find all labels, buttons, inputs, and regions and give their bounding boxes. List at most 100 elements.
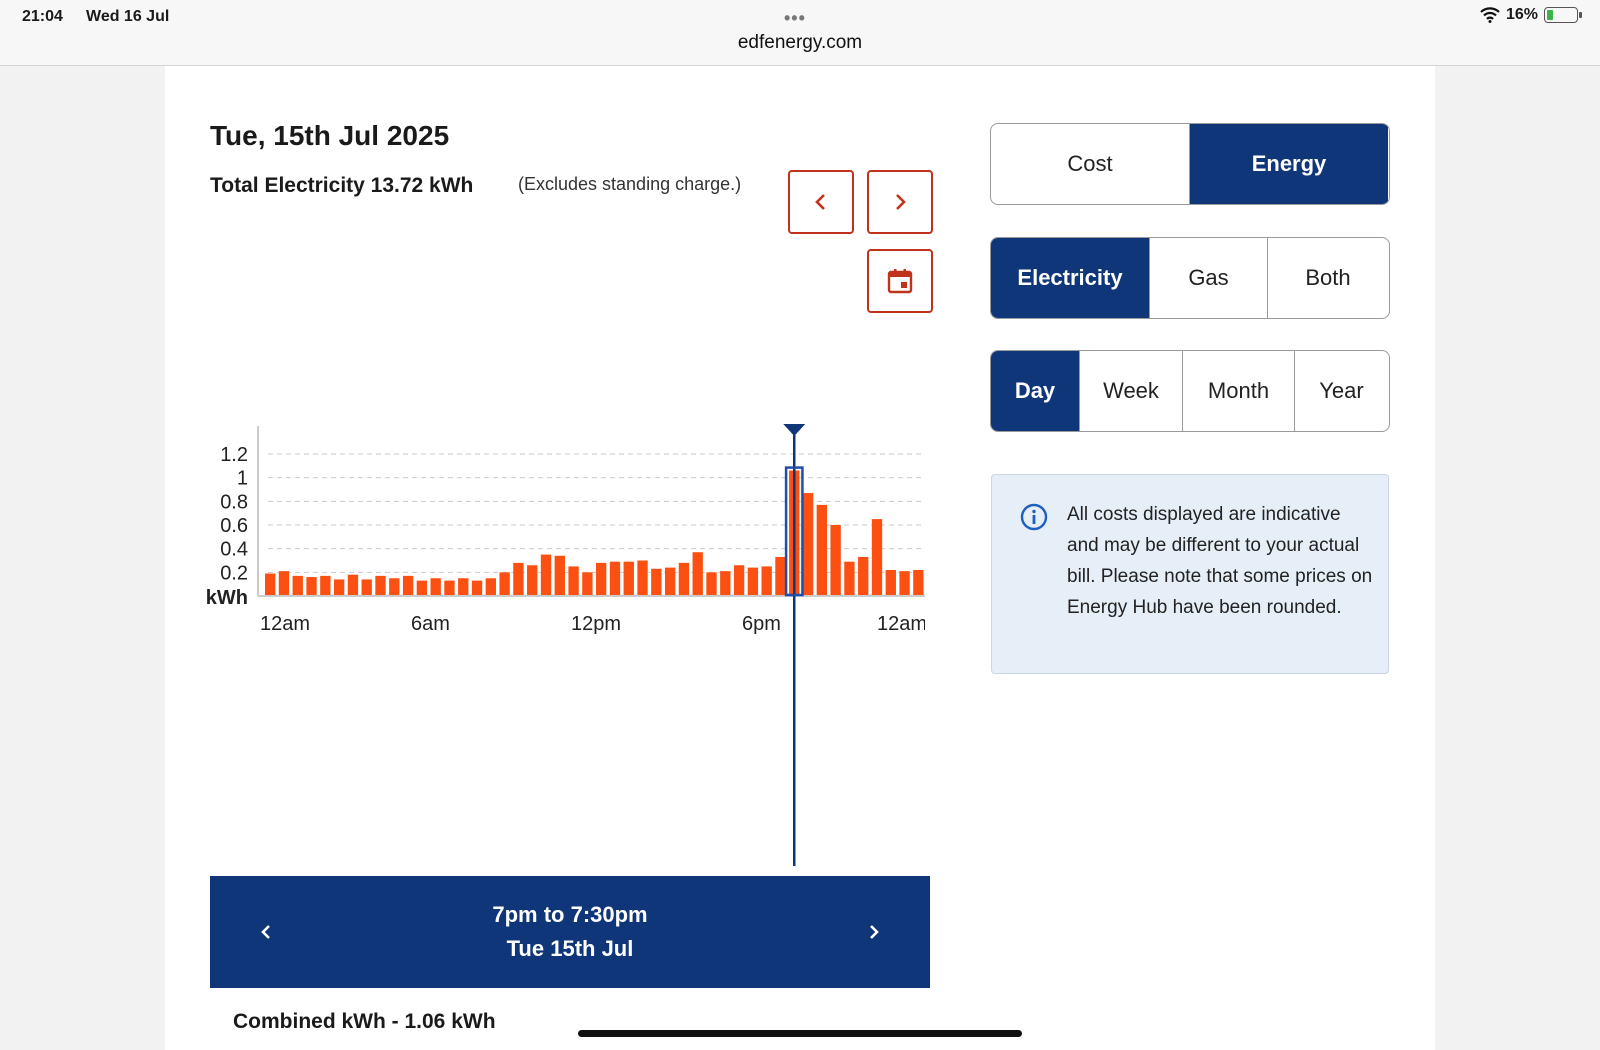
usage-bar[interactable] xyxy=(333,579,345,595)
interval-range: 7pm to 7:30pm xyxy=(492,902,648,927)
usage-bar[interactable] xyxy=(582,572,593,595)
info-text: All costs displayed are indicative and m… xyxy=(1067,504,1373,618)
usage-bar[interactable] xyxy=(375,575,386,595)
usage-bar[interactable] xyxy=(802,493,814,595)
usage-bar[interactable] xyxy=(306,577,317,595)
usage-bar[interactable] xyxy=(858,556,869,595)
page-title: Tue, 15th Jul 2025 xyxy=(210,120,450,151)
chevron-right-icon xyxy=(870,925,879,939)
standing-charge-note: (Excludes standing charge.) xyxy=(518,174,742,194)
usage-bar[interactable] xyxy=(637,560,648,596)
usage-bar[interactable] xyxy=(527,565,538,595)
selected-interval-bar: 7pm to 7:30pm Tue 15th Jul xyxy=(210,876,930,988)
home-indicator[interactable] xyxy=(578,1030,1022,1037)
next-day-button[interactable] xyxy=(867,170,933,234)
usage-chart: 0.20.40.60.811.2 kWh 12am 6am 12pm 6pm 12am xyxy=(206,424,925,866)
usage-bar[interactable] xyxy=(816,504,828,595)
usage-bar[interactable] xyxy=(623,561,634,595)
x-tick-label: 12pm xyxy=(571,613,621,635)
usage-bar[interactable] xyxy=(361,579,372,595)
usage-bar[interactable] xyxy=(747,567,759,595)
period-option-week[interactable]: Week xyxy=(1080,351,1183,431)
usage-bar[interactable] xyxy=(347,574,359,595)
y-tick-label: 0.2 xyxy=(220,562,248,584)
fuel-option-gas[interactable]: Gas xyxy=(1150,238,1268,318)
period-option-month[interactable]: Month xyxy=(1183,351,1295,431)
period-option-day[interactable]: Day xyxy=(991,351,1080,431)
battery-icon xyxy=(1544,7,1582,23)
x-tick-label: 6pm xyxy=(742,613,781,635)
usage-bar[interactable] xyxy=(664,567,676,595)
usage-bar[interactable] xyxy=(430,578,441,595)
calendar-button[interactable] xyxy=(867,249,933,313)
period-toggle: Day Week Month Year xyxy=(990,350,1390,432)
usage-bar[interactable] xyxy=(292,575,303,595)
status-date: Wed 16 Jul xyxy=(86,8,170,25)
usage-bar[interactable] xyxy=(402,575,414,595)
metric-option-energy[interactable]: Energy xyxy=(1190,124,1388,204)
selection-marker-icon[interactable] xyxy=(783,424,806,436)
chevron-right-icon xyxy=(896,194,906,210)
usage-bar[interactable] xyxy=(554,555,565,595)
usage-bar[interactable] xyxy=(471,580,483,595)
previous-day-button[interactable] xyxy=(788,170,854,234)
usage-bar[interactable] xyxy=(885,569,896,595)
x-tick-label: 12am xyxy=(260,613,310,635)
usage-bar[interactable] xyxy=(692,552,703,595)
usage-bar[interactable] xyxy=(678,562,690,595)
info-icon xyxy=(1020,503,1048,531)
status-right: 16% xyxy=(1480,6,1582,24)
usage-bar[interactable] xyxy=(844,561,855,595)
usage-bar[interactable] xyxy=(596,562,607,595)
fuel-toggle: Electricity Gas Both xyxy=(990,237,1390,319)
previous-interval-button[interactable] xyxy=(248,914,284,950)
usage-bar[interactable] xyxy=(913,569,924,595)
usage-bar[interactable] xyxy=(733,565,745,595)
usage-bar[interactable] xyxy=(651,568,662,595)
more-dots-icon[interactable]: ••• xyxy=(784,8,806,28)
usage-bar[interactable] xyxy=(389,578,400,595)
x-tick-label: 6am xyxy=(411,613,450,635)
usage-bar[interactable] xyxy=(265,573,276,595)
chevron-left-icon xyxy=(261,925,270,939)
y-tick-label: 1 xyxy=(237,468,248,490)
x-tick-label: 12am xyxy=(877,613,925,635)
usage-bar[interactable] xyxy=(899,571,910,595)
battery-percent: 16% xyxy=(1505,6,1538,23)
usage-bar[interactable] xyxy=(458,578,469,595)
interval-date: Tue 15th Jul xyxy=(506,936,634,961)
usage-bar[interactable] xyxy=(540,554,552,595)
y-axis-unit: kWh xyxy=(206,587,248,609)
usage-bar[interactable] xyxy=(775,556,786,595)
address-bar-url[interactable]: edfenergy.com xyxy=(737,32,863,53)
wifi-icon xyxy=(1480,7,1500,23)
usage-bar[interactable] xyxy=(761,566,772,595)
usage-bar[interactable] xyxy=(513,562,524,595)
y-tick-label: 0.6 xyxy=(220,515,248,537)
calendar-icon xyxy=(887,269,913,294)
usage-bar[interactable] xyxy=(320,575,331,595)
metric-toggle: Cost Energy xyxy=(990,123,1390,205)
next-interval-button[interactable] xyxy=(856,914,892,950)
usage-bar[interactable] xyxy=(278,571,290,595)
y-tick-label: 0.4 xyxy=(220,539,248,561)
usage-bar[interactable] xyxy=(720,571,731,595)
usage-bar[interactable] xyxy=(871,519,883,595)
usage-bar[interactable] xyxy=(609,561,621,595)
y-tick-label: 0.8 xyxy=(220,491,248,513)
combined-kwh: Combined kWh - 1.06 kWh xyxy=(233,1010,496,1033)
usage-bar[interactable] xyxy=(568,566,579,595)
usage-bar[interactable] xyxy=(830,525,841,595)
info-box: All costs displayed are indicative and m… xyxy=(991,474,1389,674)
usage-bar[interactable] xyxy=(485,578,497,595)
usage-card: Tue, 15th Jul 2025 Total Electricity 13.… xyxy=(165,66,1435,1050)
fuel-option-electricity[interactable]: Electricity xyxy=(991,238,1150,318)
usage-bar[interactable] xyxy=(499,572,510,595)
metric-option-cost[interactable]: Cost xyxy=(991,124,1190,204)
period-option-year[interactable]: Year xyxy=(1319,378,1364,403)
usage-bar[interactable] xyxy=(706,572,717,595)
fuel-option-both[interactable]: Both xyxy=(1305,265,1351,290)
y-tick-label: 1.2 xyxy=(220,444,248,466)
usage-bar[interactable] xyxy=(444,580,455,595)
usage-bar[interactable] xyxy=(416,580,428,595)
